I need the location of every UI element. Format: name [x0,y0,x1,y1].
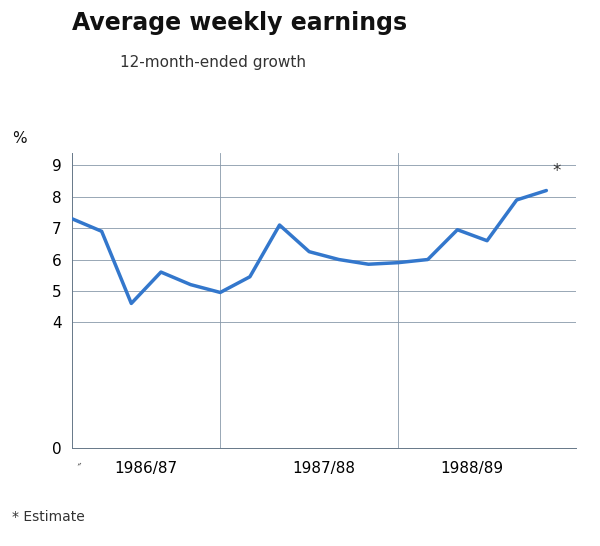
Text: *: * [552,162,560,180]
Text: * Estimate: * Estimate [12,510,85,524]
Text: ″: ″ [77,461,86,475]
Text: Average weekly earnings: Average weekly earnings [72,11,407,35]
Text: 12-month-ended growth: 12-month-ended growth [120,55,306,69]
Text: %: % [12,131,26,146]
